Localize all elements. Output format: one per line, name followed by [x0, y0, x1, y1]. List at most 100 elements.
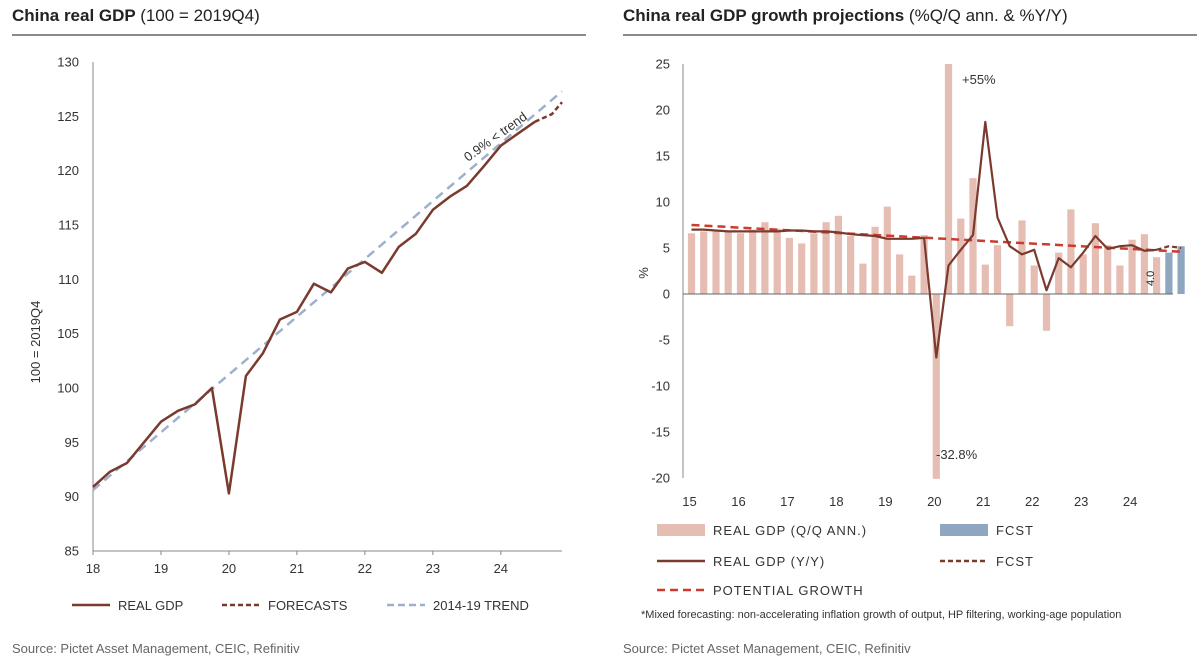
qq-bar: [834, 215, 842, 294]
right-x-tick-label: 19: [878, 494, 892, 509]
trend-gap-annotation: 0.9% < trend: [461, 109, 530, 165]
qq-bar: [1079, 254, 1087, 294]
right-chart: % -20 -15 -10 -5 0 5 10 15 20 25 15 16 17 18 19 20 21 22…: [636, 57, 1185, 598]
qq-bar: [736, 233, 745, 294]
right-series-lines: [691, 120, 1182, 359]
right-y-tick-label: 15: [656, 149, 670, 164]
left-y-tick-label: 85: [65, 544, 79, 559]
qq-bar: [1091, 223, 1099, 294]
qq-bar: [810, 233, 818, 294]
left-x-tick-label: 18: [86, 561, 100, 576]
left-y-tick-label: 105: [57, 326, 79, 341]
left-chart-title: China real GDP (100 = 2019Q4): [12, 6, 260, 26]
left-chart: 100 = 2019Q4 85 90 95 100 105 110 115 120 125 130…: [28, 55, 563, 613]
left-y-tick-label: 115: [58, 218, 79, 233]
right-x-tick-label: 18: [829, 494, 843, 509]
legend-real-gdp-label: REAL GDP: [118, 598, 183, 613]
left-legend: REAL GDP FORECASTS 2014-19 TREND: [72, 598, 529, 613]
left-chart-title-main: China real GDP: [12, 6, 136, 25]
qq-bar: [1042, 294, 1051, 331]
forecast-bar: [1177, 246, 1185, 294]
qq-bar: [1104, 245, 1112, 294]
left-x-tick-label: 21: [290, 561, 304, 576]
right-y-tick-labels: -20 -15 -10 -5 0 5 10 15 20 25: [651, 57, 670, 486]
right-chart-title-main: China real GDP growth projections: [623, 6, 905, 25]
qq-bar: [944, 64, 953, 294]
right-footnote: *Mixed forecasting: non-accelerating inf…: [641, 609, 1122, 621]
qq-bar: [798, 243, 806, 294]
right-y-tick-label: 20: [656, 103, 670, 118]
qq-bar: [1128, 239, 1136, 294]
forecast-bar: [1165, 252, 1173, 294]
left-source: Source: Pictet Asset Management, CEIC, R…: [12, 641, 300, 656]
right-y-tick-label: 25: [656, 57, 670, 72]
right-source: Source: Pictet Asset Management, CEIC, R…: [623, 641, 911, 656]
real-gdp-yy-forecast-line: [1156, 245, 1182, 251]
right-x-tick-label: 24: [1123, 494, 1137, 509]
qq-bar: [981, 264, 989, 294]
legend-fcst-line-label: FCST: [996, 554, 1034, 569]
peak-annotation: +55%: [962, 72, 996, 87]
qq-bar: [1140, 234, 1148, 294]
right-y-axis-label: %: [636, 267, 651, 279]
right-y-tick-label: 5: [663, 241, 670, 256]
right-y-tick-label: 0: [663, 287, 670, 302]
qq-bar: [883, 206, 891, 294]
qq-bar: [785, 237, 793, 294]
qq-bar: [908, 275, 916, 294]
qq-bar: [700, 231, 708, 294]
right-y-tick-label: -20: [651, 471, 670, 486]
qq-bar: [920, 235, 928, 294]
left-y-axis-label: 100 = 2019Q4: [28, 301, 43, 384]
legend-fcst-bar-label: FCST: [996, 523, 1034, 538]
legend-potential-label: POTENTIAL GROWTH: [713, 583, 864, 598]
left-x-tick-label: 19: [154, 561, 168, 576]
qq-bar: [687, 233, 696, 294]
qq-bar: [1006, 294, 1014, 327]
right-x-tick-label: 22: [1025, 494, 1039, 509]
left-y-tick-label: 110: [58, 272, 79, 287]
right-bars: [687, 64, 1185, 479]
right-chart-title: China real GDP growth projections (%Q/Q …: [623, 6, 1068, 26]
right-x-tick-label: 15: [682, 494, 696, 509]
qq-bar: [847, 236, 855, 294]
qq-bar: [1116, 265, 1124, 294]
right-title-rule: [623, 34, 1197, 36]
qq-bar: [859, 263, 867, 294]
left-y-tick-label: 130: [57, 55, 79, 70]
left-y-tick-label: 90: [65, 489, 79, 504]
qq-bar: [761, 222, 769, 294]
left-y-tick-label: 95: [65, 435, 79, 450]
left-title-rule: [12, 34, 586, 36]
right-x-tick-label: 17: [780, 494, 794, 509]
potential-growth-line: [691, 223, 1182, 253]
left-x-tick-label: 22: [358, 561, 372, 576]
qq-bar: [773, 228, 781, 294]
left-series-lines: [92, 90, 563, 495]
legend-forecasts-label: FORECASTS: [268, 598, 348, 613]
qq-bar: [871, 226, 879, 294]
qq-bar: [993, 245, 1002, 294]
qq-bar: [1030, 265, 1038, 294]
real-gdp-line: [92, 120, 536, 495]
right-x-tick-label: 23: [1074, 494, 1088, 509]
left-x-tick-label: 24: [494, 561, 508, 576]
left-x-tick-labels: 18 19 20 21 22 23 24: [86, 551, 508, 576]
left-y-tick-label: 100: [57, 381, 79, 396]
left-y-tick-label: 120: [57, 163, 79, 178]
right-chart-title-sub: (%Q/Q ann. & %Y/Y): [908, 6, 1068, 25]
legend-qq-label: REAL GDP (Q/Q ANN.): [713, 523, 867, 538]
left-chart-title-sub: (100 = 2019Q4): [140, 6, 260, 25]
legend-trend-label: 2014-19 TREND: [433, 598, 529, 613]
left-x-tick-label: 20: [222, 561, 236, 576]
left-x-tick-label: 23: [426, 561, 440, 576]
qq-bar: [1018, 220, 1026, 294]
right-y-tick-label: -10: [651, 379, 670, 394]
qq-bar: [749, 229, 757, 294]
legend-qq-swatch: [657, 524, 705, 536]
legend-yy-label: REAL GDP (Y/Y): [713, 554, 825, 569]
right-x-tick-label: 20: [927, 494, 941, 509]
latest-value-annotation: 4.0: [1145, 271, 1157, 286]
qq-bar: [724, 231, 732, 294]
qq-bar: [957, 218, 965, 294]
